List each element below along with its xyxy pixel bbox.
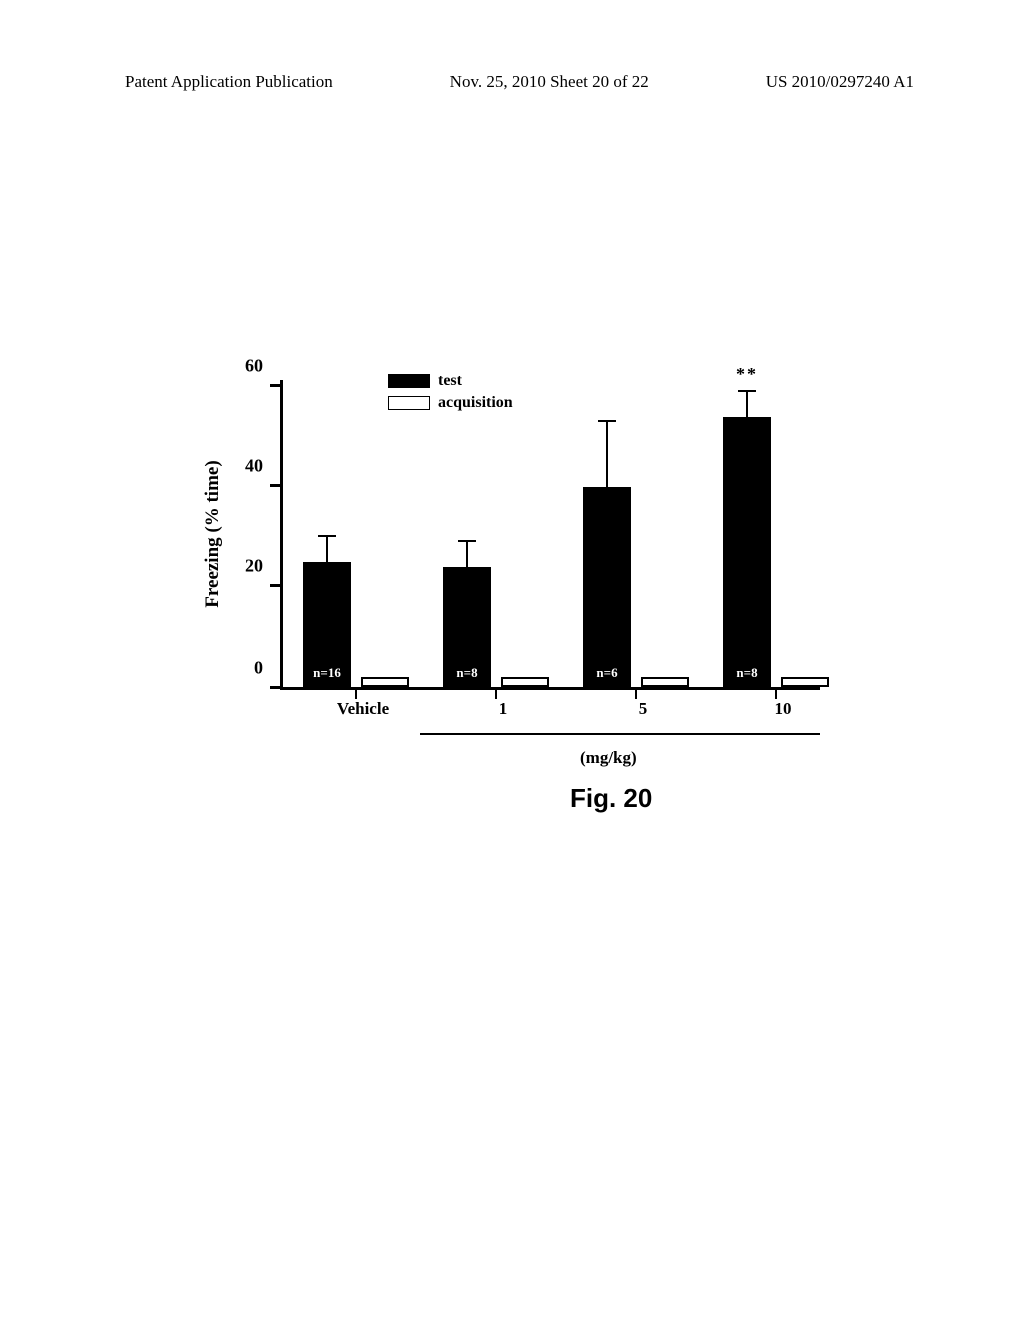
error-cap	[458, 540, 476, 542]
error-cap	[738, 390, 756, 392]
y-tick	[270, 484, 283, 487]
x-axis-title: (mg/kg)	[580, 748, 637, 768]
bar-test: n=8	[723, 417, 771, 687]
n-label: n=8	[736, 665, 757, 681]
y-tick-label: 0	[254, 657, 263, 678]
n-label: n=6	[596, 665, 617, 681]
error-cap	[598, 420, 616, 422]
bar-acquisition	[501, 677, 549, 687]
legend-swatch-test	[388, 374, 430, 388]
legend-item-test: test	[388, 372, 513, 390]
legend-item-acquisition: acquisition	[388, 394, 513, 412]
x-tick	[355, 687, 357, 699]
x-tick	[495, 687, 497, 699]
bar-acquisition	[781, 677, 829, 687]
bar-test: n=6	[583, 487, 631, 687]
bar-acquisition	[641, 677, 689, 687]
x-label-dose1: 1	[443, 699, 563, 719]
page-header: Patent Application Publication Nov. 25, …	[0, 72, 1024, 92]
plot-area: test acquisition 0 20 40 60 Freezing (% …	[280, 380, 820, 690]
header-center: Nov. 25, 2010 Sheet 20 of 22	[450, 72, 649, 92]
y-tick-label: 40	[245, 456, 263, 477]
n-label: n=8	[456, 665, 477, 681]
error-bar	[326, 537, 328, 562]
dose-range-line	[420, 733, 820, 735]
error-bar	[606, 422, 608, 487]
error-bar	[466, 542, 468, 567]
x-tick	[635, 687, 637, 699]
n-label: n=16	[313, 665, 341, 681]
y-tick-label: 60	[245, 356, 263, 377]
y-tick-label: 20	[245, 556, 263, 577]
error-bar	[746, 392, 748, 417]
bar-acquisition	[361, 677, 409, 687]
chart-legend: test acquisition	[388, 372, 513, 416]
x-label-vehicle: Vehicle	[303, 699, 423, 719]
y-tick	[270, 686, 283, 689]
x-tick	[775, 687, 777, 699]
x-label-dose10: 10	[723, 699, 843, 719]
y-tick	[270, 584, 283, 587]
bar-test: n=16	[303, 562, 351, 687]
y-axis-title: Freezing (% time)	[202, 460, 224, 607]
significance-marker: **	[736, 364, 758, 385]
header-right: US 2010/0297240 A1	[766, 72, 914, 92]
x-label-dose5: 5	[583, 699, 703, 719]
y-tick	[270, 384, 283, 387]
legend-label-acquisition: acquisition	[438, 394, 513, 412]
error-cap	[318, 535, 336, 537]
figure-caption: Fig. 20	[570, 783, 652, 814]
legend-label-test: test	[438, 372, 462, 390]
freezing-bar-chart: test acquisition 0 20 40 60 Freezing (% …	[200, 380, 840, 750]
bar-test: n=8	[443, 567, 491, 687]
header-left: Patent Application Publication	[125, 72, 333, 92]
legend-swatch-acq	[388, 396, 430, 410]
